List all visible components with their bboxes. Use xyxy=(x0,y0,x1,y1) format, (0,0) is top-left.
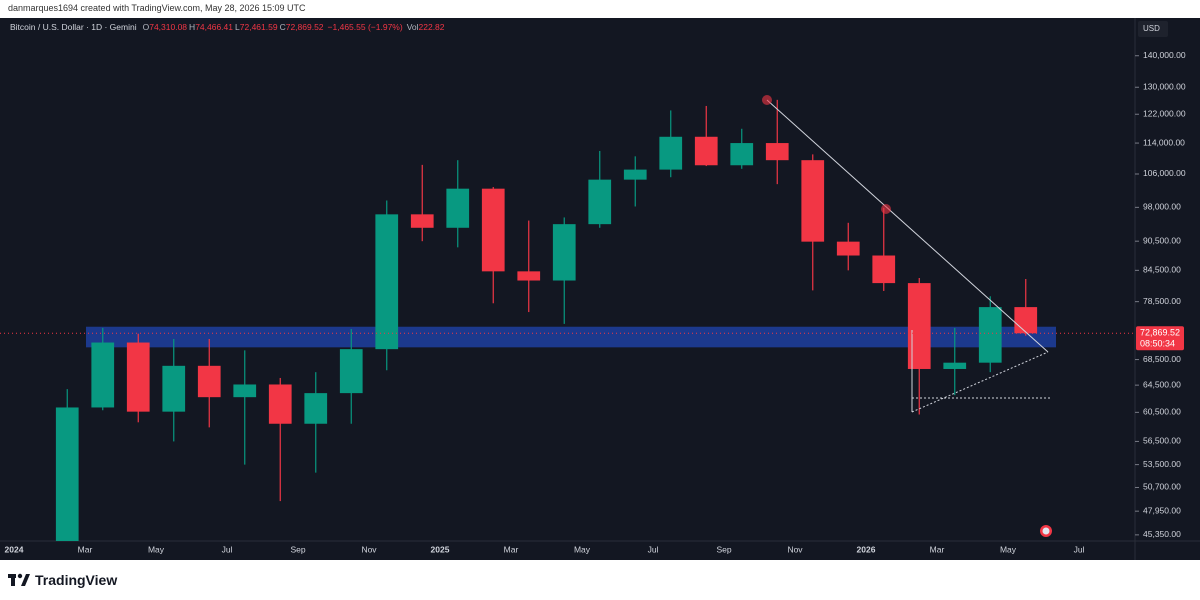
last-price-label: 72,869.52 xyxy=(1140,328,1180,338)
candle-body xyxy=(765,143,789,161)
candle-body xyxy=(446,188,470,228)
x-tick-label: Sep xyxy=(716,544,731,554)
x-tick-label: Mar xyxy=(78,544,93,554)
y-tick-label: 106,000.00 xyxy=(1143,168,1186,178)
symbol: Bitcoin / U.S. Dollar · 1D · Gemini xyxy=(10,22,137,32)
x-tick-label: Jul xyxy=(222,544,233,554)
candle-body xyxy=(91,342,115,408)
x-tick-label: 2024 xyxy=(5,544,24,554)
candle-body xyxy=(978,307,1002,363)
x-tick-label: 2026 xyxy=(857,544,876,554)
marker xyxy=(762,95,772,105)
chart: USD 140,000.00 130,000.00 122,000.00 114,00… xyxy=(0,18,1200,560)
drawings xyxy=(762,95,1052,537)
y-tick-label: 140,000.00 xyxy=(1143,50,1186,60)
chart-background xyxy=(0,18,1200,560)
candle-body xyxy=(588,179,612,225)
countdown: 08:50:34 xyxy=(1140,339,1175,349)
y-tick-label: 130,000.00 xyxy=(1143,81,1186,91)
y-tick-label: 53,500.00 xyxy=(1143,459,1181,469)
x-tick-label: Mar xyxy=(930,544,945,554)
x-tick-label: Sep xyxy=(290,544,305,554)
y-tick-label: 90,500.00 xyxy=(1143,235,1181,245)
y-tick-label: 64,500.00 xyxy=(1143,379,1181,389)
y-tick-label: 122,000.00 xyxy=(1143,108,1186,118)
ohlc-value: 74,310.08 xyxy=(149,22,188,32)
x-tick-label: Nov xyxy=(361,544,377,554)
candle-body xyxy=(126,342,150,412)
x-tick-label: Jul xyxy=(648,544,659,554)
y-tick-label: 45,350.00 xyxy=(1143,529,1181,539)
candle-body xyxy=(55,407,79,541)
candle-body xyxy=(410,214,434,228)
candle-body xyxy=(943,362,967,369)
candle-body xyxy=(375,214,399,350)
ohlc-value: 74,466.41 xyxy=(195,22,234,32)
change: −1,465.55 (−1.97%) xyxy=(327,22,403,32)
candle-body xyxy=(162,365,186,412)
brand-name: TradingView xyxy=(35,572,118,588)
volume-label: Vol xyxy=(406,22,419,32)
x-tick-label: May xyxy=(1000,544,1017,554)
trendline xyxy=(766,99,1049,353)
support-zone xyxy=(86,326,1056,348)
candle-body xyxy=(623,169,647,180)
candle-body xyxy=(552,224,576,281)
y-tick-label: 60,500.00 xyxy=(1143,407,1181,417)
candle-body xyxy=(517,271,541,281)
ohlc-label: L xyxy=(235,22,240,32)
y-tick-label: 114,000.00 xyxy=(1143,137,1185,147)
x-tick-label: Mar xyxy=(504,544,519,554)
candle-body xyxy=(233,384,257,398)
candle-body xyxy=(694,136,718,166)
candle-body xyxy=(1014,307,1038,334)
y-tick-label: 78,500.00 xyxy=(1143,296,1181,306)
y-tick-label: 47,950.00 xyxy=(1143,505,1181,515)
y-tick-label: 50,700.00 xyxy=(1143,482,1181,492)
volume-value: 222.82 xyxy=(418,22,445,32)
candle-body xyxy=(304,393,328,424)
credit: danmarques1694 created with TradingView.… xyxy=(8,3,306,13)
x-tick-label: May xyxy=(148,544,165,554)
candle-body xyxy=(197,365,221,398)
y-tick-label: 84,500.00 xyxy=(1143,265,1181,275)
y-tick-label: 68,500.00 xyxy=(1143,354,1181,364)
candle-body xyxy=(801,160,825,242)
trendline-support xyxy=(911,351,1049,413)
candle-body xyxy=(481,188,505,272)
brand-logo xyxy=(8,573,30,586)
candle-body xyxy=(268,384,292,424)
marker xyxy=(881,204,891,214)
ohlc-label: H xyxy=(189,22,196,32)
candle-body xyxy=(339,349,363,394)
x-tick-label: Jul xyxy=(1074,544,1085,554)
x-tick-label: 2025 xyxy=(431,544,450,554)
currency-box xyxy=(1138,21,1168,37)
currency: USD xyxy=(1143,24,1160,33)
last-price-tag xyxy=(1136,326,1184,351)
x-tick-label: May xyxy=(574,544,591,554)
candle-body xyxy=(730,143,754,166)
ohlc-value: 72,869.52 xyxy=(285,22,324,32)
ohlc-label: O xyxy=(142,22,150,32)
legend: Bitcoin / U.S. Dollar · 1D · Gemini O74,3… xyxy=(10,22,445,32)
ohlc-value: 72,461.59 xyxy=(239,22,278,32)
candle-body xyxy=(836,241,860,256)
y-tick-label: 98,000.00 xyxy=(1143,202,1181,212)
ohlc-label: C xyxy=(279,22,286,32)
brand: TradingView xyxy=(8,572,117,588)
x-tick-label: Nov xyxy=(787,544,803,554)
y-tick-label: 56,500.00 xyxy=(1143,436,1181,446)
candle-body xyxy=(659,136,683,170)
candle-body xyxy=(872,255,896,284)
event-icon-inner xyxy=(1042,527,1050,535)
candle-body xyxy=(907,283,931,369)
